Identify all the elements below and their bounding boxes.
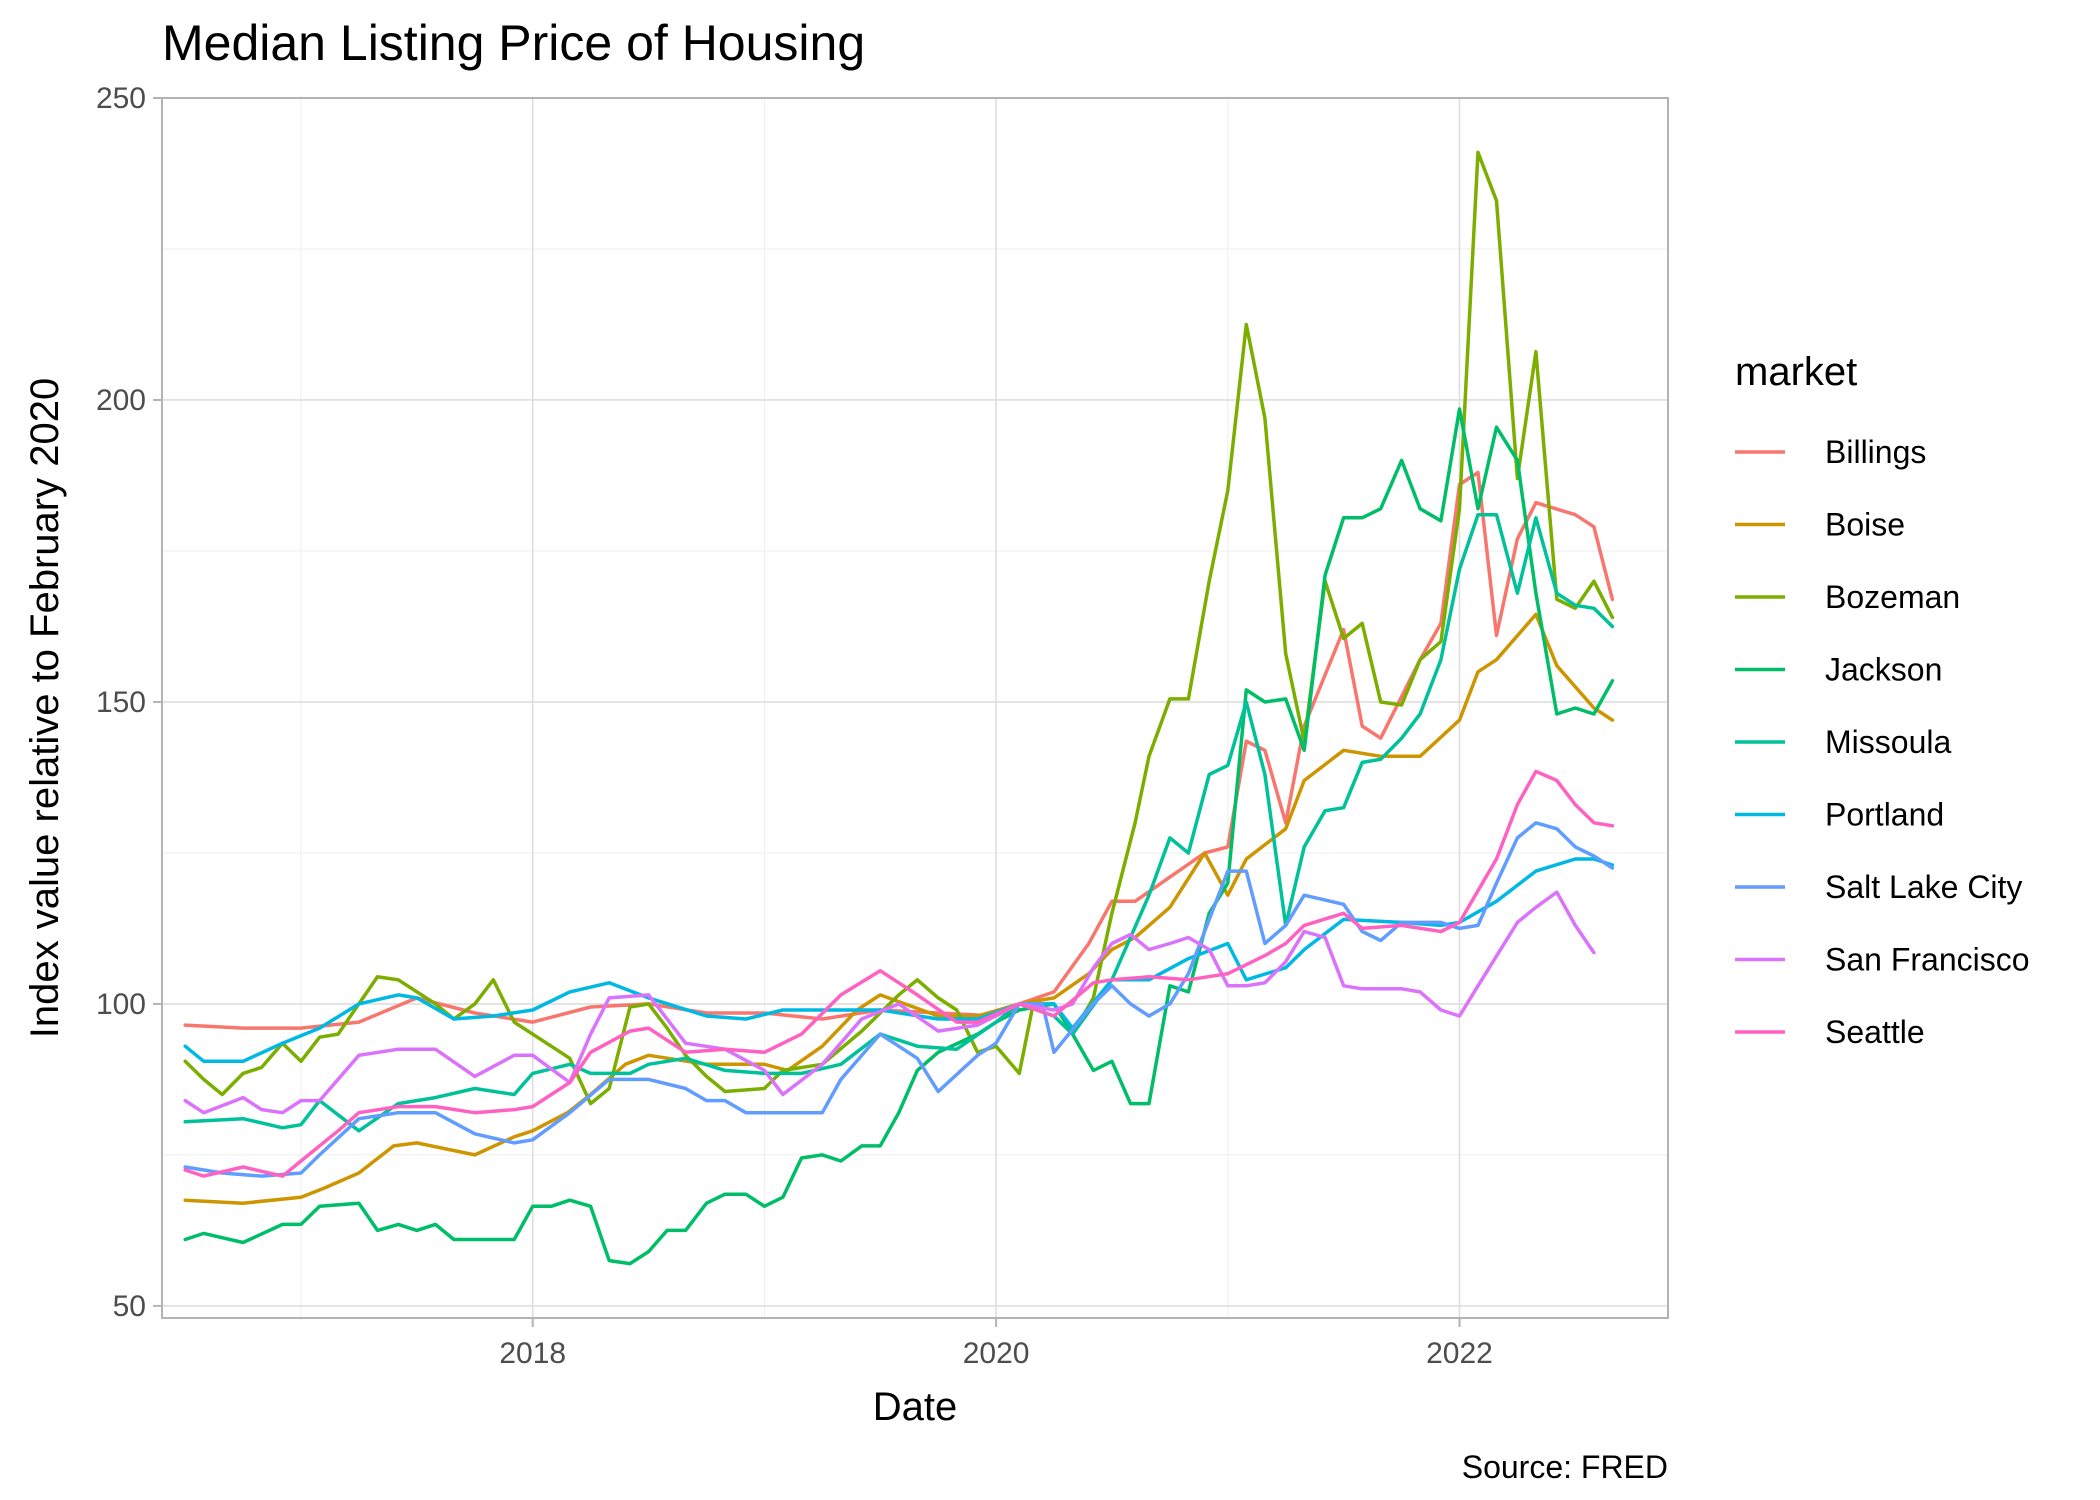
- series-line-jackson: [183, 407, 1615, 1266]
- series-line-salt-lake-city: [183, 821, 1615, 1178]
- series-line-seattle: [183, 769, 1615, 1178]
- series-line-bozeman: [183, 150, 1615, 1106]
- x-tick-label: 2022: [1426, 1337, 1493, 1370]
- legend-title: market: [1735, 350, 1857, 394]
- legend: market Billings Boise Bozeman Jackson Missou…: [1735, 350, 2030, 1050]
- y-tick-label: 50: [113, 1290, 146, 1323]
- y-tick-label: 200: [96, 384, 146, 417]
- legend-label: Salt Lake City: [1825, 869, 2022, 905]
- y-tick-label: 250: [96, 82, 146, 115]
- y-tick-label: 150: [96, 686, 146, 719]
- x-tick-label: 2018: [499, 1337, 566, 1370]
- x-axis-title: Date: [873, 1385, 958, 1429]
- legend-label: San Francisco: [1825, 942, 2030, 978]
- legend-label: Boise: [1825, 507, 1905, 543]
- series-line-boise: [183, 612, 1615, 1205]
- legend-item: Salt Lake City: [1735, 869, 2022, 905]
- y-axis-title: Index value relative to February 2020: [23, 378, 67, 1038]
- legend-label: Billings: [1825, 434, 1926, 470]
- series-line-missoula: [183, 512, 1615, 1133]
- y-tick-label: 100: [96, 988, 146, 1021]
- legend-item: Billings: [1735, 434, 1926, 470]
- series-line-portland: [183, 857, 1615, 1064]
- series-line-billings: [183, 470, 1615, 1030]
- legend-item: Portland: [1735, 797, 1944, 833]
- legend-label: Missoula: [1825, 724, 1951, 760]
- legend-item: Missoula: [1735, 724, 1951, 760]
- series-line-san-francisco: [183, 890, 1596, 1115]
- series-lines: [183, 150, 1615, 1266]
- legend-item: Jackson: [1735, 652, 1942, 688]
- chart-title: Median Listing Price of Housing: [162, 15, 865, 71]
- legend-item: Seattle: [1735, 1014, 1925, 1050]
- x-tick-label: 2020: [963, 1337, 1030, 1370]
- chart-caption: Source: FRED: [1462, 1449, 1668, 1485]
- plot-panel-border: [161, 97, 1669, 1319]
- legend-label: Jackson: [1825, 652, 1942, 688]
- grid: [162, 97, 1668, 1318]
- legend-item: Bozeman: [1735, 579, 1960, 615]
- legend-item: San Francisco: [1735, 942, 2030, 978]
- axes: 50 100 150 200 250 2018 2020 2022: [96, 82, 1493, 1370]
- legend-label: Portland: [1825, 797, 1944, 833]
- legend-item: Boise: [1735, 507, 1905, 543]
- legend-label: Bozeman: [1825, 579, 1960, 615]
- legend-label: Seattle: [1825, 1014, 1925, 1050]
